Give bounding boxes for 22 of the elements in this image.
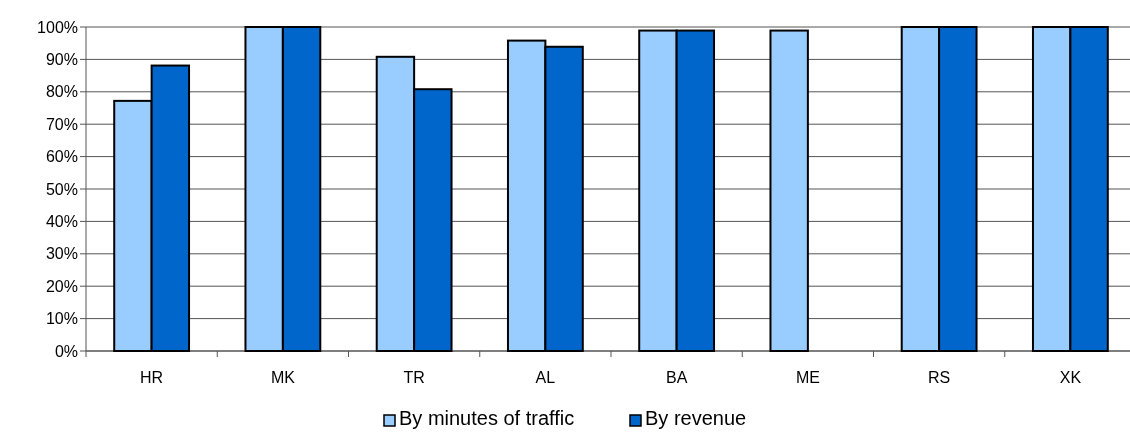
y-tick-label: 40% — [45, 213, 78, 230]
y-tick-label: 0% — [54, 342, 78, 360]
x-tick-label: HR — [140, 369, 164, 386]
y-tick-label: 80% — [45, 83, 78, 101]
y-tick-label: 90% — [45, 51, 78, 68]
y-tick-label: 70% — [45, 115, 78, 133]
x-tick-label: XK — [1059, 369, 1082, 386]
legend-label: By minutes of traffic — [399, 407, 575, 429]
y-tick-label: 20% — [45, 277, 78, 295]
x-tick-label: BA — [665, 369, 688, 386]
bar — [769, 29, 809, 352]
y-tick-label: 10% — [45, 310, 78, 328]
x-tick-label: TR — [403, 369, 425, 386]
x-tick-label: AL — [535, 369, 556, 386]
y-tick-label: 100% — [37, 18, 78, 36]
x-tick-label: ME — [795, 369, 820, 386]
x-tick-label: RS — [928, 369, 951, 386]
y-tick-label: 50% — [45, 180, 78, 198]
y-tick-label: 60% — [45, 148, 78, 166]
y-tick-label: 30% — [45, 245, 78, 263]
legend-label: By revenue — [645, 407, 747, 429]
x-tick-label: MK — [270, 369, 296, 386]
